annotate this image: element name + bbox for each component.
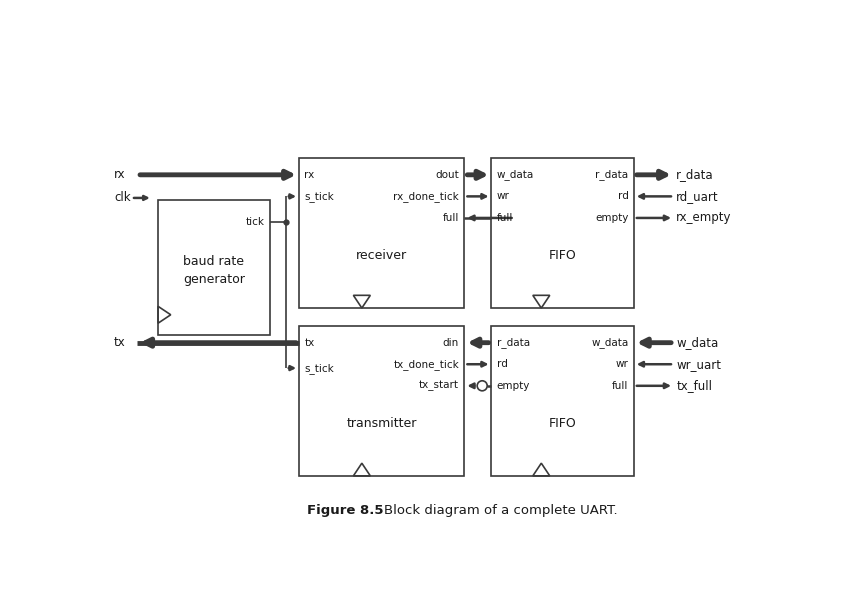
- Text: full: full: [497, 213, 513, 223]
- Text: clk: clk: [114, 192, 131, 204]
- Text: s_tick: s_tick: [304, 191, 334, 202]
- Text: r_data: r_data: [595, 170, 629, 180]
- Text: FIFO: FIFO: [548, 417, 577, 430]
- Text: s_tick: s_tick: [304, 362, 334, 374]
- Text: wr: wr: [497, 192, 509, 201]
- Text: din: din: [443, 338, 459, 347]
- Text: tx_done_tick: tx_done_tick: [394, 359, 459, 370]
- Bar: [299, 326, 465, 476]
- Text: tx_full: tx_full: [676, 379, 712, 392]
- Text: tx: tx: [114, 336, 126, 349]
- Bar: [491, 326, 634, 476]
- Text: w_data: w_data: [592, 337, 629, 348]
- Text: tx: tx: [304, 338, 315, 347]
- Text: rd: rd: [497, 359, 508, 369]
- Text: wr_uart: wr_uart: [676, 358, 721, 371]
- Text: dout: dout: [435, 170, 459, 180]
- Text: tx_start: tx_start: [420, 381, 459, 391]
- Bar: [491, 158, 634, 308]
- Bar: [158, 200, 270, 335]
- Text: empty: empty: [497, 381, 530, 391]
- Text: FIFO: FIFO: [548, 249, 577, 262]
- Text: rx: rx: [114, 168, 125, 181]
- Text: rd_uart: rd_uart: [676, 190, 719, 203]
- Text: rx_done_tick: rx_done_tick: [394, 191, 459, 202]
- Text: baud rate
generator: baud rate generator: [183, 255, 245, 286]
- Text: empty: empty: [595, 213, 629, 223]
- Text: tick: tick: [246, 217, 265, 227]
- Text: wr: wr: [616, 359, 629, 369]
- Text: rx: rx: [304, 170, 315, 180]
- Text: r_data: r_data: [676, 168, 714, 181]
- Text: receiver: receiver: [356, 249, 407, 262]
- Text: r_data: r_data: [497, 337, 530, 348]
- Text: transmitter: transmitter: [347, 417, 417, 430]
- Text: Block diagram of a complete UART.: Block diagram of a complete UART.: [384, 504, 618, 517]
- Text: full: full: [612, 381, 629, 391]
- Text: w_data: w_data: [497, 170, 534, 180]
- Text: rd: rd: [618, 192, 629, 201]
- Text: full: full: [443, 213, 459, 223]
- Bar: [299, 158, 465, 308]
- Text: w_data: w_data: [676, 336, 719, 349]
- Text: Figure 8.5: Figure 8.5: [306, 504, 383, 517]
- Text: rx_empty: rx_empty: [676, 211, 732, 224]
